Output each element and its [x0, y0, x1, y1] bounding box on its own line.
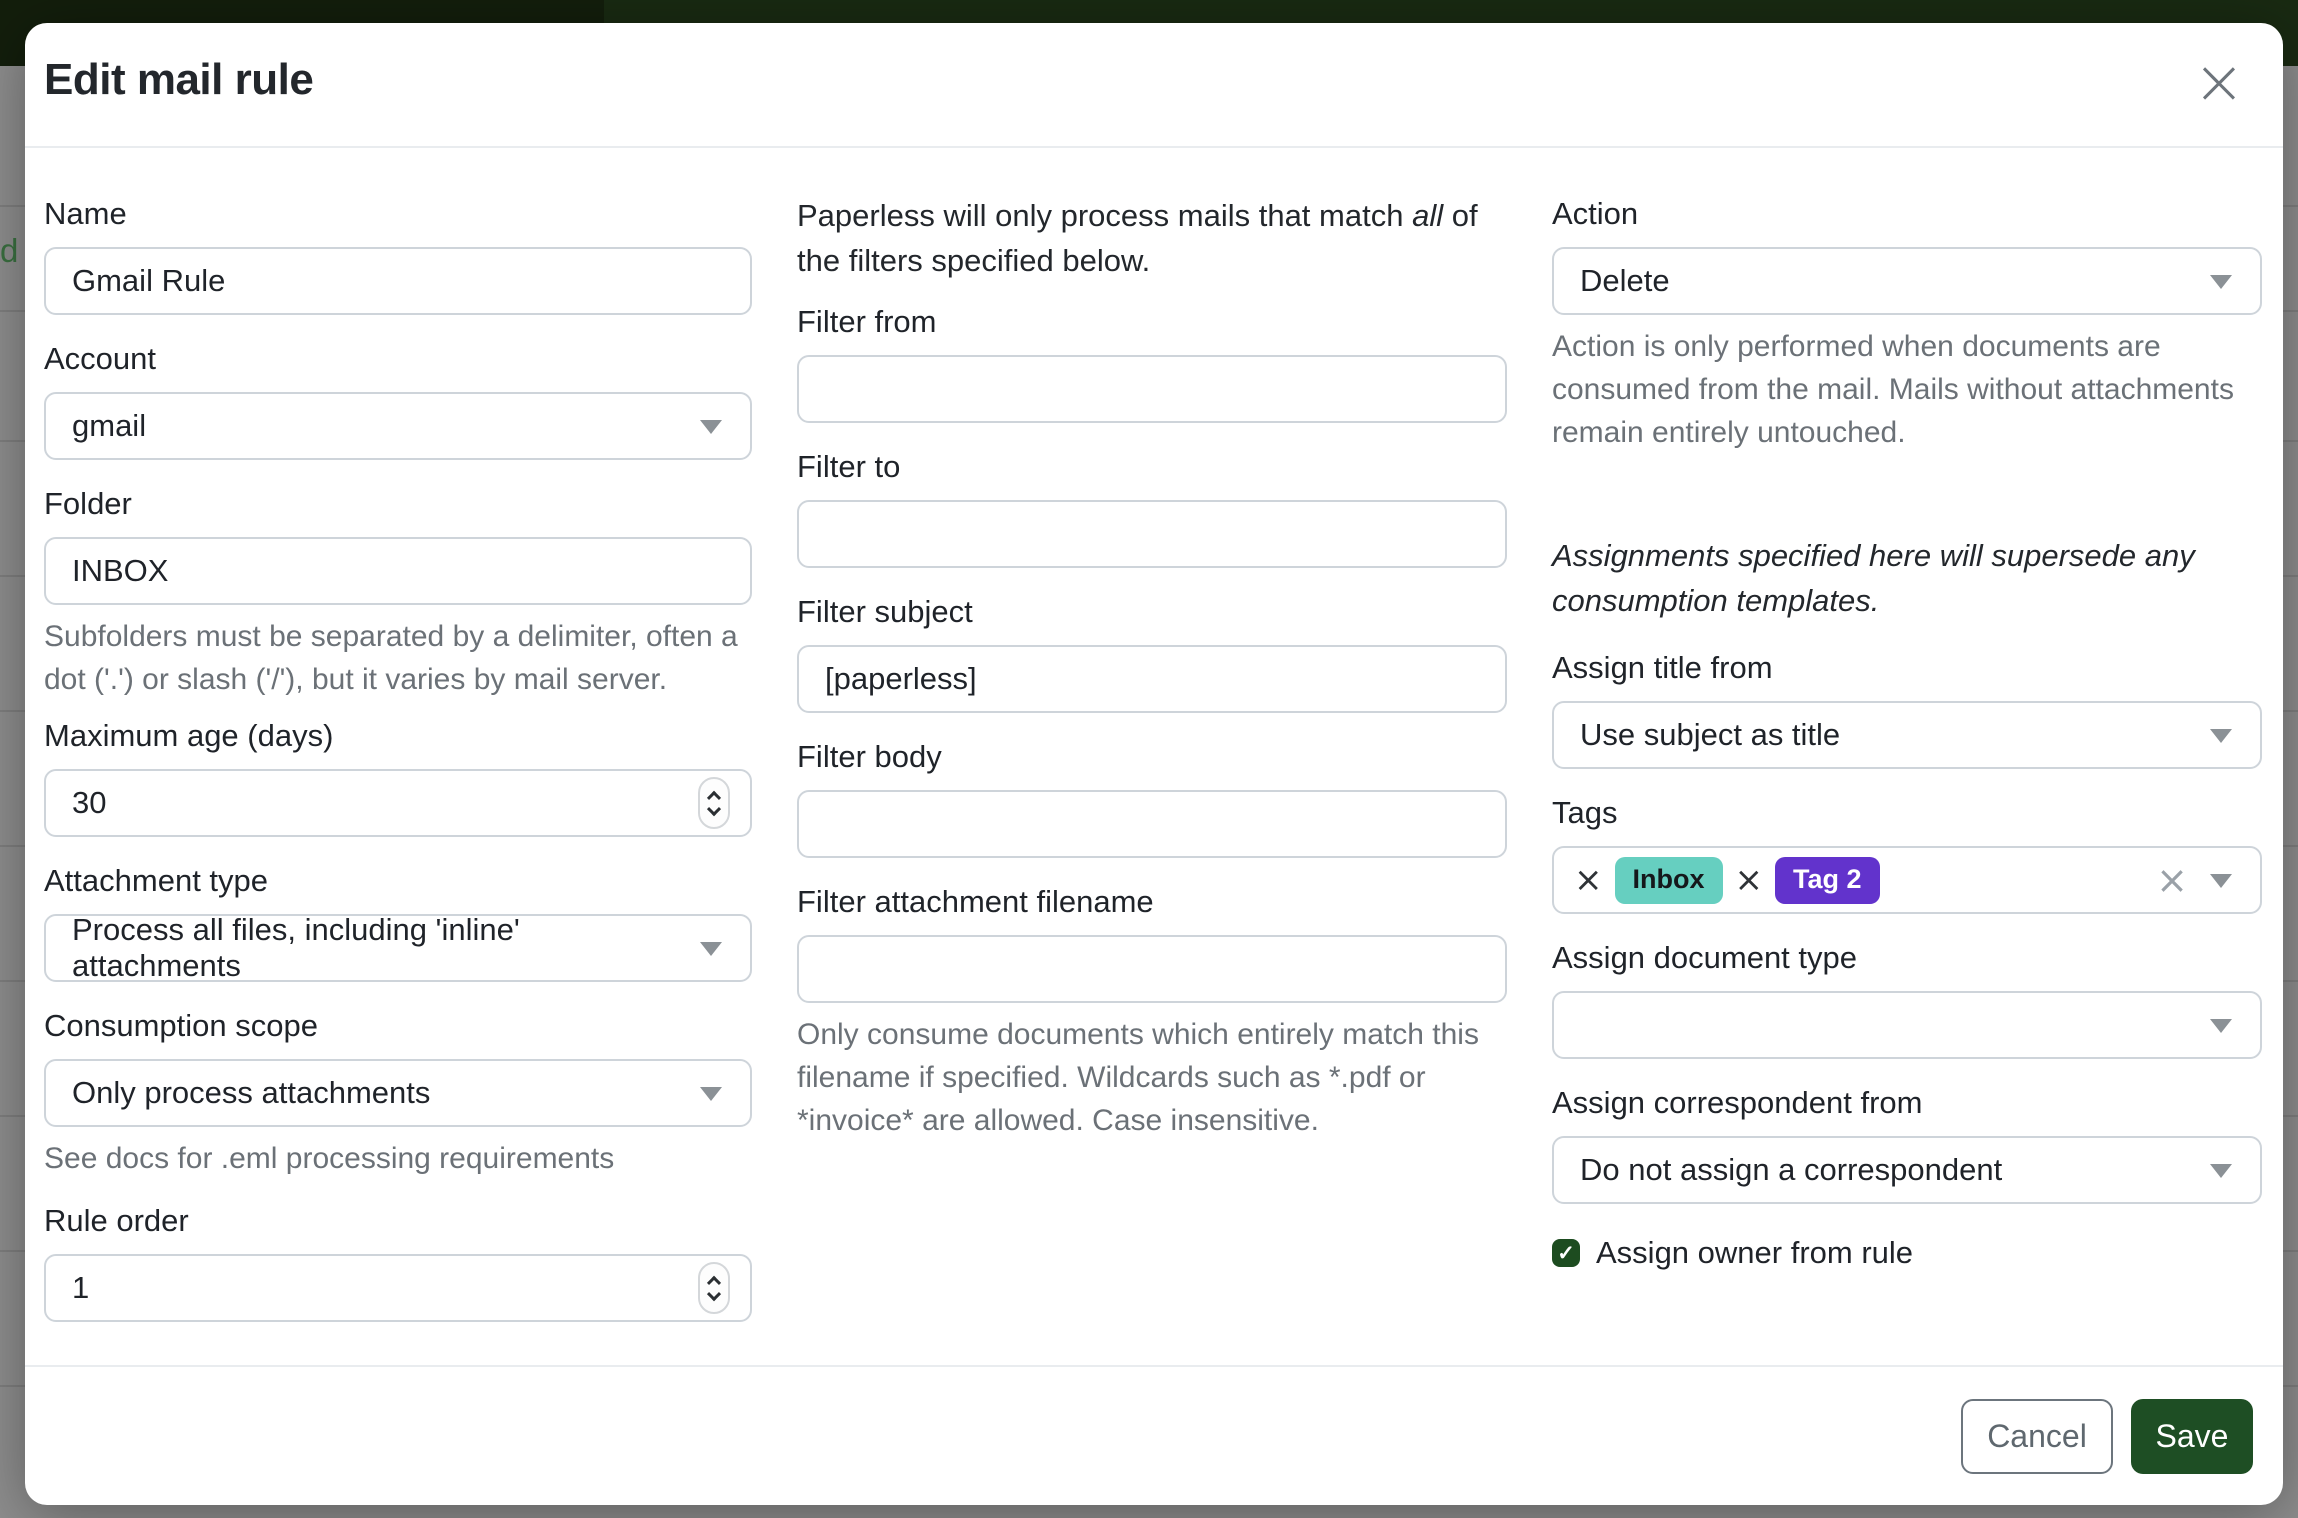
dialog-footer: Cancel Save: [25, 1365, 2283, 1505]
field-action: Action Delete Action is only performed w…: [1552, 193, 2262, 454]
filter-to-label: Filter to: [797, 449, 901, 484]
name-label: Name: [44, 196, 127, 231]
chevron-down-icon: [2210, 1019, 2232, 1033]
field-consumption-scope: Consumption scope Only process attachmen…: [44, 1005, 752, 1180]
save-button[interactable]: Save: [2131, 1398, 2253, 1474]
chevron-down-icon: [700, 420, 722, 434]
attachment-type-label: Attachment type: [44, 863, 269, 898]
tag-chip-inbox: Inbox: [1614, 856, 1723, 904]
filter-from-label: Filter from: [797, 304, 937, 339]
field-assign-owner: ✓ Assign owner from rule: [1552, 1235, 2262, 1271]
consumption-scope-label: Consumption scope: [44, 1008, 318, 1043]
action-select-value: Delete: [1580, 263, 1670, 298]
filters-intro-text: Paperless will only process mails that m…: [797, 193, 1507, 283]
assign-title-from-select[interactable]: Use subject as title: [1552, 701, 2262, 769]
action-select[interactable]: Delete: [1552, 247, 2262, 315]
account-select-value: gmail: [72, 408, 147, 443]
consumption-scope-select[interactable]: Only process attachments: [44, 1059, 752, 1127]
filter-to-input[interactable]: [797, 500, 1507, 568]
tags-label: Tags: [1552, 795, 1618, 830]
field-filter-subject: Filter subject: [797, 591, 1507, 713]
assign-owner-checkbox[interactable]: ✓: [1552, 1239, 1580, 1267]
stepper-down-icon[interactable]: [706, 801, 722, 816]
max-age-input[interactable]: [44, 769, 752, 837]
chevron-down-icon: [2210, 729, 2232, 743]
folder-hint: Subfolders must be separated by a delimi…: [44, 620, 738, 696]
chevron-down-icon: [700, 942, 722, 956]
filter-subject-label: Filter subject: [797, 594, 973, 629]
field-attachment-type: Attachment type Process all files, inclu…: [44, 860, 752, 983]
number-stepper[interactable]: [698, 1262, 730, 1314]
column-filters: Paperless will only process mails that m…: [797, 193, 1507, 1365]
assign-document-type-label: Assign document type: [1552, 940, 1858, 975]
checkmark-icon: ✓: [1557, 1241, 1575, 1265]
attachment-type-select[interactable]: Process all files, including 'inline' at…: [44, 912, 752, 983]
field-tags: Tags × Inbox × Tag 2 ×: [1552, 792, 2262, 914]
field-name: Name: [44, 193, 752, 315]
assign-title-from-label: Assign title from: [1552, 650, 1773, 685]
assign-owner-label[interactable]: Assign owner from rule: [1596, 1235, 1914, 1270]
field-filter-from: Filter from: [797, 301, 1507, 423]
rule-order-label: Rule order: [44, 1203, 189, 1238]
number-stepper[interactable]: [698, 777, 730, 829]
clear-all-icon[interactable]: ×: [2156, 858, 2188, 902]
max-age-label: Maximum age (days): [44, 718, 334, 753]
filters-intro-post: of the filters specified below.: [797, 198, 1478, 278]
folder-label: Folder: [44, 486, 132, 521]
field-filter-to: Filter to: [797, 446, 1507, 568]
filters-intro-pre: Paperless will only process mails that m…: [797, 198, 1413, 233]
consumption-scope-hint: See docs for .eml processing requirement…: [44, 1142, 615, 1175]
field-rule-order: Rule order: [44, 1200, 752, 1322]
tags-multiselect[interactable]: × Inbox × Tag 2 ×: [1552, 846, 2262, 914]
background-link-fragment: d: [0, 232, 19, 269]
field-max-age: Maximum age (days): [44, 715, 752, 837]
field-assign-correspondent-from: Assign correspondent from Do not assign …: [1552, 1082, 2262, 1204]
field-assign-document-type: Assign document type: [1552, 937, 2262, 1059]
column-general: Name Account gmail Folder Subfolders mus…: [44, 193, 752, 1365]
chevron-down-icon: [2210, 275, 2232, 289]
field-filter-body: Filter body: [797, 736, 1507, 858]
field-filter-attachment-filename: Filter attachment filename Only consume …: [797, 881, 1507, 1142]
field-folder: Folder Subfolders must be separated by a…: [44, 483, 752, 701]
assign-document-type-select[interactable]: [1552, 991, 2262, 1059]
close-icon[interactable]: ×: [2193, 45, 2245, 118]
assign-correspondent-from-label: Assign correspondent from: [1552, 1085, 1923, 1120]
consumption-scope-select-value: Only process attachments: [72, 1075, 431, 1110]
filter-body-label: Filter body: [797, 739, 942, 774]
chevron-down-icon: [2210, 1164, 2232, 1178]
filters-intro-emphasis: all: [1412, 198, 1444, 233]
assign-title-from-select-value: Use subject as title: [1580, 717, 1841, 752]
rule-order-input[interactable]: [44, 1254, 752, 1322]
attachment-type-select-value: Process all files, including 'inline' at…: [72, 912, 520, 983]
stepper-down-icon[interactable]: [706, 1286, 722, 1301]
assign-correspondent-from-select-value: Do not assign a correspondent: [1580, 1152, 2003, 1187]
edit-mail-rule-dialog: Edit mail rule × Name Account gmail Fold…: [25, 23, 2283, 1505]
action-label: Action: [1552, 196, 1639, 231]
filter-body-input[interactable]: [797, 790, 1507, 858]
filter-from-input[interactable]: [797, 355, 1507, 423]
account-select[interactable]: gmail: [44, 392, 752, 460]
tag-remove-icon[interactable]: ×: [1734, 860, 1764, 900]
chevron-down-icon: [2210, 874, 2232, 888]
field-account: Account gmail: [44, 338, 752, 460]
tag-remove-icon[interactable]: ×: [1574, 860, 1603, 900]
account-label: Account: [44, 341, 157, 376]
assign-correspondent-from-select[interactable]: Do not assign a correspondent: [1552, 1136, 2262, 1204]
folder-input[interactable]: [44, 537, 752, 605]
filter-attachment-filename-input[interactable]: [797, 935, 1507, 1003]
name-input[interactable]: [44, 247, 752, 315]
assignment-note: Assignments specified here will supersed…: [1552, 538, 2195, 618]
field-assign-title-from: Assign title from Use subject as title: [1552, 647, 2262, 769]
filter-attachment-filename-hint: Only consume documents which entirely ma…: [797, 1018, 1479, 1137]
tag-chip-tag-2: Tag 2: [1775, 856, 1880, 904]
action-hint: Action is only performed when documents …: [1552, 330, 2234, 449]
dialog-header: Edit mail rule ×: [25, 23, 2283, 148]
column-actions: Action Delete Action is only performed w…: [1552, 193, 2262, 1365]
dialog-title: Edit mail rule: [44, 55, 314, 104]
chevron-down-icon: [700, 1087, 722, 1101]
dialog-body: Name Account gmail Folder Subfolders mus…: [25, 148, 2283, 1365]
filter-subject-input[interactable]: [797, 645, 1507, 713]
filter-attachment-filename-label: Filter attachment filename: [797, 884, 1154, 919]
cancel-button[interactable]: Cancel: [1961, 1398, 2113, 1474]
